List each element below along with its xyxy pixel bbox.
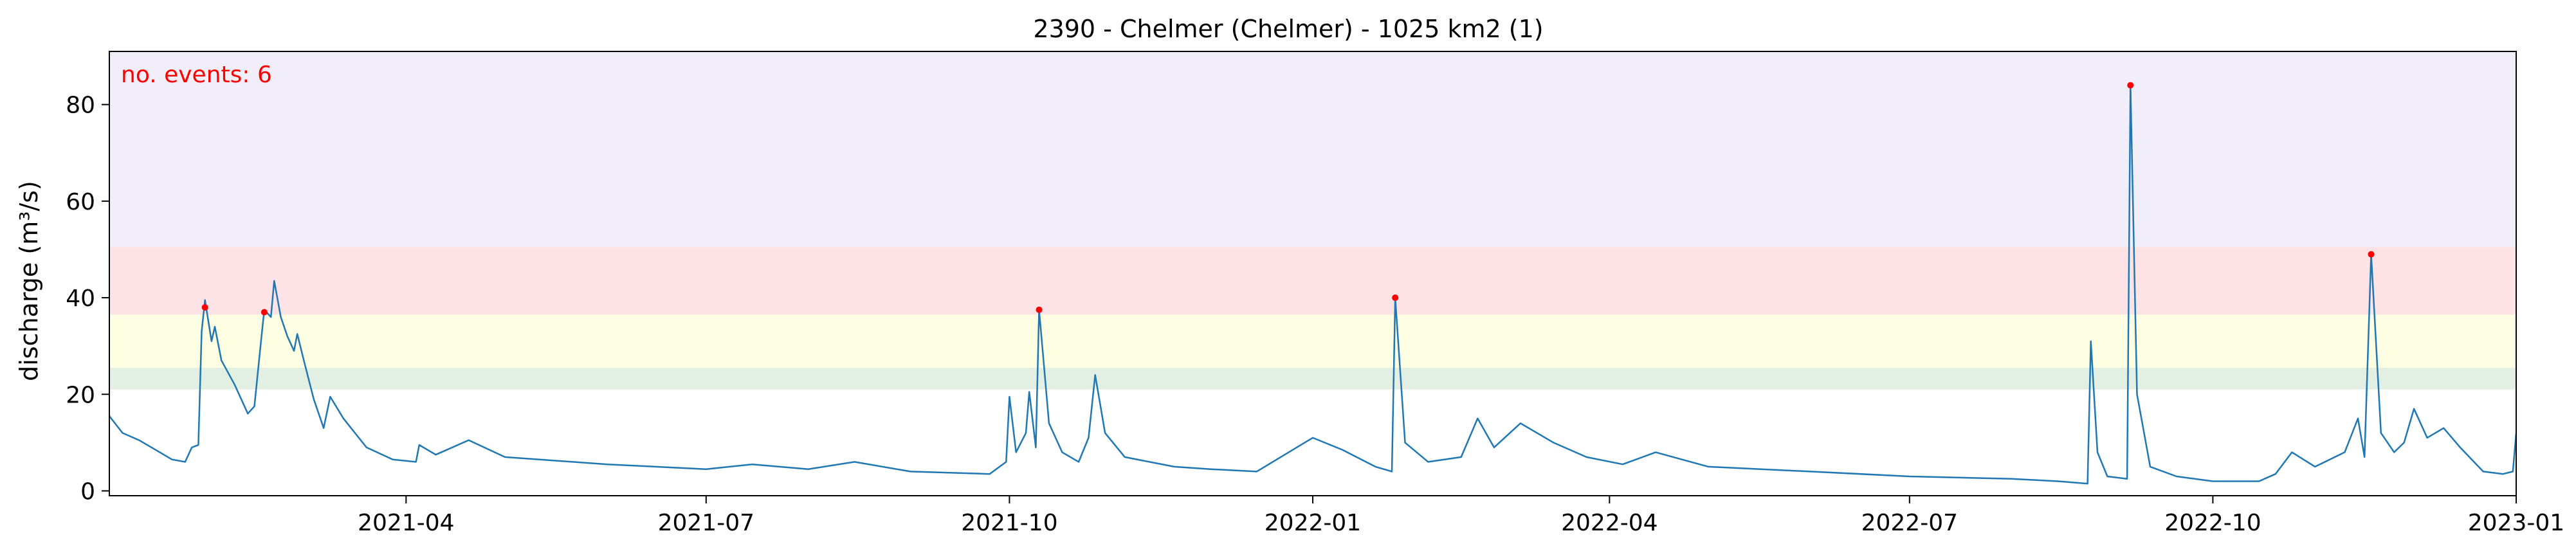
discharge-series	[109, 84, 2517, 485]
threshold-band	[109, 247, 2516, 315]
x-tick-label: 2021-10	[961, 510, 1057, 536]
x-tick-label: 2022-07	[1861, 510, 1958, 536]
x-tick-label: 2022-10	[2164, 510, 2261, 536]
threshold-band	[109, 367, 2516, 390]
y-tick-label: 20	[66, 382, 95, 408]
event-point	[201, 304, 208, 311]
event-count-annotation: no. events: 6	[121, 62, 272, 88]
x-tick-label: 2021-07	[658, 510, 754, 536]
event-point	[1392, 294, 1399, 302]
event-point	[2368, 251, 2375, 258]
x-tick-label: 2022-01	[1265, 510, 1361, 536]
y-tick-label: 60	[66, 189, 95, 215]
x-tick-label: 2023-01	[2468, 510, 2564, 536]
threshold-bands	[109, 51, 2516, 390]
y-axis: 0 20 40 60 80	[66, 93, 109, 505]
threshold-band	[109, 51, 2516, 248]
x-tick-label: 2021-04	[358, 510, 454, 536]
y-tick-label: 0	[80, 478, 95, 505]
threshold-band	[109, 314, 2516, 368]
x-axis: 2021-04 2021-07 2021-10 2022-01 2022-04 2022-…	[358, 496, 2564, 536]
y-tick-label: 40	[66, 285, 95, 312]
y-axis-label: discharge (m³/s)	[15, 181, 43, 381]
y-tick-label: 80	[66, 93, 95, 119]
event-point	[260, 309, 268, 316]
event-point	[2127, 82, 2134, 89]
x-tick-label: 2022-04	[1561, 510, 1658, 536]
series-line	[109, 84, 2517, 485]
event-markers	[201, 82, 2375, 316]
chart-title: 2390 - Chelmer (Chelmer) - 1025 km2 (1)	[1033, 15, 1543, 43]
event-point	[1036, 306, 1043, 313]
